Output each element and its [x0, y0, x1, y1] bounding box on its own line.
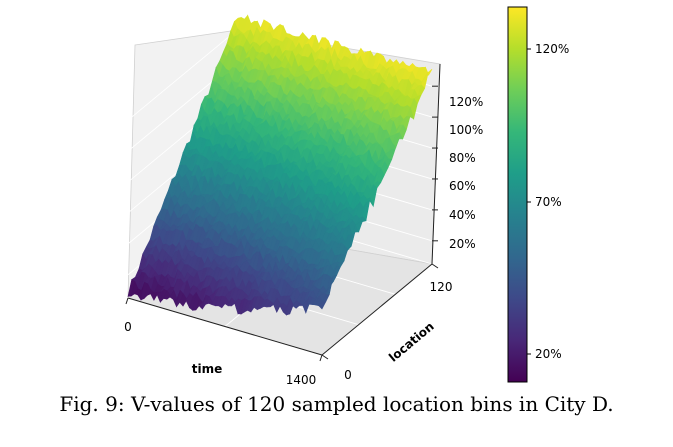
colorbar-tick-label-120: 120% [535, 42, 569, 56]
time-axis-line [127, 297, 323, 356]
z-tick-0: 20% [449, 237, 476, 251]
x-tick-0: 0 [124, 320, 132, 334]
colorbar-tick-label-20: 20% [535, 347, 562, 361]
x-tick-1: 1400 [286, 373, 317, 387]
y-tick-mark-120 [431, 263, 439, 269]
z-tick-2: 60% [449, 179, 476, 193]
value-axis-line [431, 63, 441, 265]
colorbar-gradient [507, 6, 528, 383]
surface-mesh [127, 14, 433, 316]
y-axis-label: location [386, 319, 437, 365]
z-tick-3: 80% [449, 151, 476, 165]
grid-line-z-side [127, 28, 239, 121]
location-axis-line [321, 263, 433, 356]
axes-3d [127, 14, 441, 356]
x-axis-label: time [192, 362, 223, 376]
z-tick-5: 120% [449, 95, 483, 109]
y-tick-mark-0 [321, 354, 329, 360]
axis-lines [127, 63, 441, 356]
surface-facet [318, 301, 327, 310]
z-tick-4: 100% [449, 123, 483, 137]
figure-caption: Fig. 9: V-values of 120 sampled location… [59, 392, 614, 416]
colorbar: 120% 70% 20% [507, 6, 569, 383]
z-tick-1: 40% [449, 208, 476, 222]
colorbar-tick-label-70: 70% [535, 195, 562, 209]
axis-ticks [125, 85, 439, 362]
y-tick-1: 120 [430, 280, 453, 294]
x-tick-mark-1400 [319, 354, 323, 362]
y-tick-0: 0 [344, 368, 352, 382]
x-tick-mark-0 [125, 297, 129, 305]
